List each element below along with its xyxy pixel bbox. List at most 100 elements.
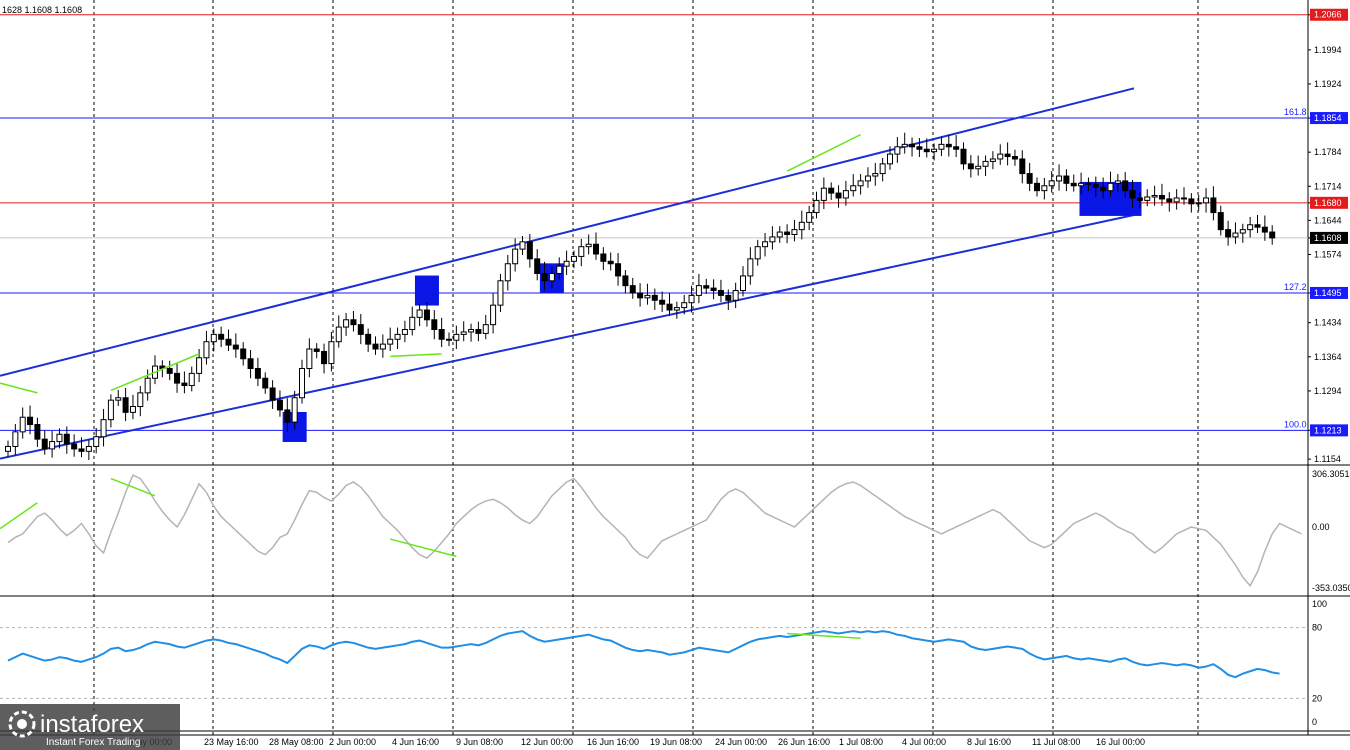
time-tick-label-10: 1 Jul 08:00 (839, 737, 883, 747)
candle-body (137, 392, 144, 408)
candle-body (431, 319, 438, 331)
cci-tick-label-0.00: 0.00 (1312, 522, 1330, 532)
price-panel: 161.8 127.2 100.0 1.2066 1.1994 1.1924 1.1854… (0, 5, 1348, 464)
price-divergence-0 (0, 382, 38, 394)
rsi-tick-label-0: 0 (1312, 717, 1317, 727)
candle-body (5, 445, 11, 452)
price-tick-label-1.1364: 1.1364 (1314, 352, 1342, 362)
candle-body (717, 290, 724, 296)
cci-divergence-lines (0, 477, 457, 558)
candle-body (791, 229, 798, 236)
candle-body (1195, 202, 1202, 205)
candle-body (1070, 182, 1077, 187)
candle-body (945, 143, 952, 148)
candle-body (357, 324, 364, 335)
candle-body (438, 329, 445, 340)
rsi-tick-label-80: 80 (1312, 623, 1322, 633)
candlesticks (5, 132, 1276, 461)
candle-body (343, 319, 350, 328)
candle-body (1107, 182, 1114, 192)
candle-body (166, 367, 173, 374)
candle-body (12, 431, 19, 447)
candle-body (409, 316, 416, 331)
candle-body (681, 302, 688, 309)
candle-body (842, 190, 849, 199)
rsi-panel: 100 80 20 0 (0, 599, 1327, 727)
candle-body (27, 416, 34, 426)
candle-body (350, 319, 357, 326)
candle-body (203, 341, 210, 359)
candle-body (526, 241, 533, 260)
price-badge-1.1495 (1310, 286, 1348, 299)
cci-series (7, 474, 1302, 588)
candle-body (196, 357, 203, 374)
candle-body (129, 406, 136, 413)
candle-body (1144, 196, 1151, 201)
candle-body (19, 416, 26, 433)
candle-body (460, 331, 467, 335)
candle-body (615, 263, 622, 277)
candle-body (313, 348, 320, 352)
candle-body (607, 260, 614, 265)
rsi-divergence-0 (787, 632, 861, 639)
candle-body (107, 399, 114, 421)
candle-body (593, 243, 599, 255)
candle-body (335, 326, 342, 343)
candle-body (232, 344, 239, 350)
time-tick-label-4: 9 Jun 08:00 (456, 737, 503, 747)
time-tick-label-8: 24 Jun 00:00 (715, 737, 767, 747)
candle-body (1181, 197, 1187, 200)
instaforex-logo-icon (8, 710, 36, 738)
price-badge-label-1.2066: 1.2066 (1314, 10, 1342, 20)
cci-divergence-2 (390, 538, 457, 558)
candle-body (504, 263, 511, 282)
candle-body (585, 243, 592, 248)
fib-label-127.2: 127.2 (1284, 282, 1307, 292)
candle-body (1056, 175, 1063, 182)
price-tick-label-1.1924: 1.1924 (1314, 79, 1342, 89)
candle-body (115, 397, 122, 401)
signal-zone-1 (414, 275, 439, 306)
candle-body (967, 163, 974, 170)
candle-body (982, 160, 989, 167)
candle-body (1203, 197, 1210, 204)
price-badge-label-1.1854: 1.1854 (1314, 113, 1342, 123)
candle-body (578, 246, 585, 257)
cci-tick-label--353.0350: -353.0350 (1312, 583, 1350, 593)
price-divergence-1 (110, 353, 200, 392)
candle-body (806, 212, 813, 223)
candle-body (931, 148, 938, 153)
candle-body (975, 165, 982, 170)
candle-body (997, 153, 1004, 160)
candle-body (475, 329, 482, 334)
candle-body (1188, 198, 1195, 205)
candle-body (379, 343, 386, 350)
candle-body (1269, 231, 1276, 239)
candle-body (548, 272, 555, 282)
candle-body (644, 294, 651, 299)
candle-body (762, 241, 769, 248)
candle-body (1078, 182, 1085, 187)
time-tick-label-3: 4 Jun 16:00 (392, 737, 439, 747)
candle-body (879, 163, 886, 175)
candle-body (1173, 197, 1180, 203)
candle-body (732, 290, 739, 301)
candle-body (269, 387, 276, 401)
candle-body (1048, 180, 1055, 187)
cci-tick-label-306.3051: 306.3051 (1312, 469, 1350, 479)
candle-body (276, 399, 283, 411)
candle-body (857, 180, 864, 187)
candle-body (776, 231, 783, 238)
candle-body (1129, 190, 1136, 199)
price-tick-label-1.1644: 1.1644 (1314, 215, 1342, 225)
candle-body (769, 236, 776, 243)
candle-body (901, 143, 908, 148)
time-tick-label-6: 16 Jun 16:00 (587, 737, 639, 747)
candle-body (254, 367, 261, 379)
candle-body (563, 260, 570, 267)
candle-body (1019, 158, 1026, 175)
instaforex-logo: instaforex Instant Forex Trading (0, 704, 180, 750)
candle-body (41, 438, 48, 450)
candle-body (1004, 153, 1011, 158)
